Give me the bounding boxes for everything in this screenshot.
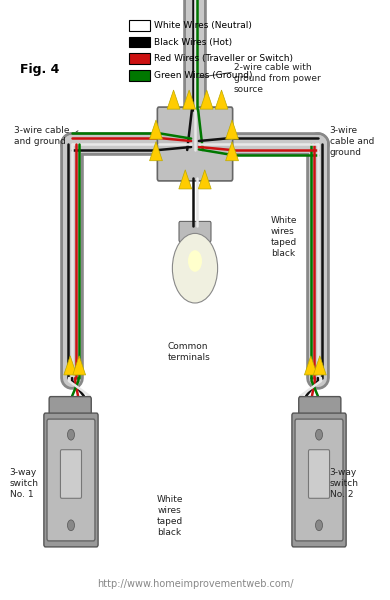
FancyBboxPatch shape — [308, 450, 330, 498]
Text: Black Wires (Hot): Black Wires (Hot) — [154, 37, 232, 46]
Circle shape — [188, 250, 202, 272]
Polygon shape — [64, 356, 76, 375]
FancyBboxPatch shape — [295, 419, 343, 541]
Polygon shape — [150, 120, 162, 139]
Text: White
wires
taped
black: White wires taped black — [271, 216, 298, 258]
Text: 3-way
switch
No. 2: 3-way switch No. 2 — [330, 468, 358, 499]
Text: 3-way
switch
No. 1: 3-way switch No. 1 — [10, 468, 39, 499]
Bar — [129, 20, 150, 31]
Text: 3-wire cable
and ground: 3-wire cable and ground — [14, 126, 69, 146]
Polygon shape — [183, 90, 195, 109]
Text: White Wires (Neutral): White Wires (Neutral) — [154, 20, 252, 29]
Polygon shape — [179, 170, 192, 189]
Polygon shape — [215, 90, 228, 109]
FancyBboxPatch shape — [179, 221, 211, 242]
Text: Red Wires (Traveller or Switch): Red Wires (Traveller or Switch) — [154, 55, 293, 64]
Polygon shape — [199, 170, 211, 189]
Polygon shape — [225, 120, 238, 139]
Bar — [129, 53, 150, 64]
Polygon shape — [73, 356, 85, 375]
Polygon shape — [200, 90, 213, 109]
Polygon shape — [225, 142, 238, 161]
Circle shape — [172, 233, 218, 303]
Text: 3-wire
cable and
ground: 3-wire cable and ground — [330, 126, 374, 157]
Text: White
wires
taped
black: White wires taped black — [156, 495, 183, 538]
FancyBboxPatch shape — [47, 419, 95, 541]
Bar — [129, 70, 150, 81]
FancyBboxPatch shape — [157, 107, 232, 181]
FancyBboxPatch shape — [44, 413, 98, 547]
Text: Green Wires (Ground): Green Wires (Ground) — [154, 71, 253, 80]
Circle shape — [316, 430, 323, 440]
Bar — [129, 37, 150, 47]
FancyBboxPatch shape — [49, 397, 91, 458]
Polygon shape — [167, 90, 180, 109]
Text: http://www.homeimprovementweb.com/: http://www.homeimprovementweb.com/ — [97, 579, 293, 589]
Polygon shape — [314, 356, 326, 375]
Text: 2-wire cable with
ground from power
source: 2-wire cable with ground from power sour… — [234, 63, 321, 94]
FancyBboxPatch shape — [299, 397, 341, 458]
Polygon shape — [150, 142, 162, 161]
FancyBboxPatch shape — [60, 450, 82, 498]
Polygon shape — [304, 356, 317, 375]
Circle shape — [67, 430, 74, 440]
Circle shape — [67, 520, 74, 531]
Circle shape — [316, 520, 323, 531]
Text: Common
terminals: Common terminals — [168, 342, 211, 362]
FancyBboxPatch shape — [292, 413, 346, 547]
Text: Fig. 4: Fig. 4 — [20, 63, 59, 76]
